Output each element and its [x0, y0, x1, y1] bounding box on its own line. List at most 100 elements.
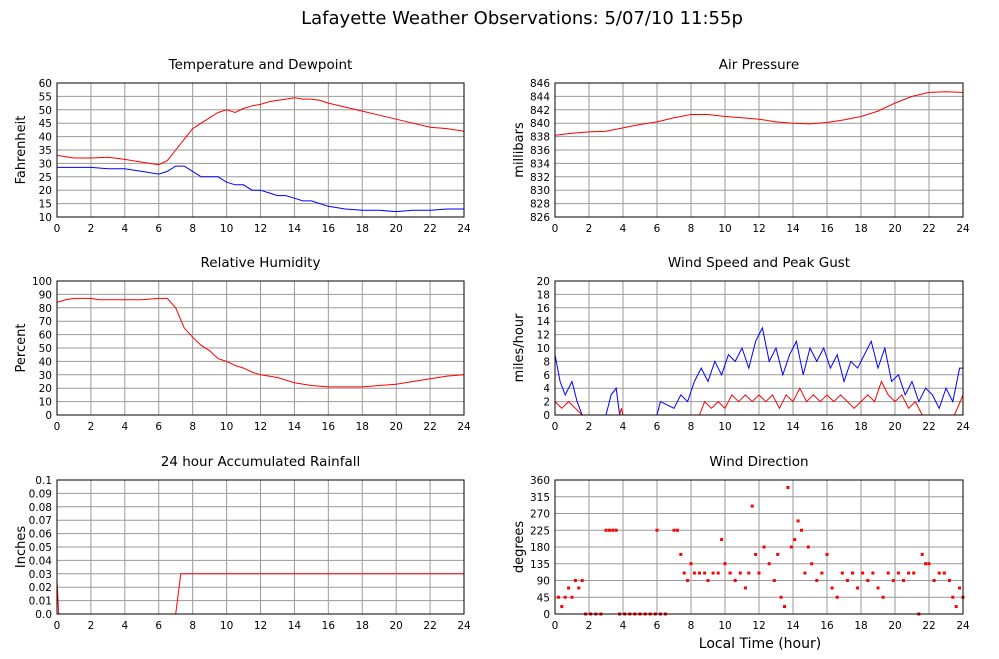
x-tick-label: 8 — [189, 223, 196, 235]
y-tick-label: 20 — [537, 276, 550, 288]
x-tick-label: 2 — [88, 421, 95, 433]
x-tick-label: 10 — [718, 620, 731, 632]
x-tick-label: 14 — [288, 620, 302, 632]
data-point — [698, 571, 701, 575]
x-tick-label: 20 — [888, 421, 901, 433]
y-tick-label: 45 — [537, 592, 550, 604]
y-tick-label: 60 — [39, 330, 52, 342]
data-point — [750, 504, 754, 508]
y-tick-label: 0 — [45, 410, 52, 422]
data-point — [803, 571, 807, 575]
chart-title: Wind Direction — [709, 454, 808, 470]
data-point — [932, 579, 936, 582]
y-tick-label: 20 — [39, 383, 52, 395]
data-point — [679, 552, 683, 556]
y-tick-label: 315 — [530, 492, 550, 504]
y-tick-label: 270 — [530, 509, 550, 521]
y-axis-label: Fahrenheit — [14, 116, 29, 185]
data-point — [703, 571, 707, 575]
data-point — [876, 586, 880, 590]
data-point — [604, 528, 608, 532]
x-tick-label: 18 — [356, 421, 369, 433]
x-tick-label: 12 — [752, 421, 765, 433]
x-tick-label: 16 — [820, 421, 834, 433]
chart-title: Relative Humidity — [201, 255, 321, 271]
x-tick-label: 10 — [220, 620, 233, 632]
y-tick-label: 0.01 — [29, 596, 52, 608]
x-tick-label: 16 — [322, 421, 336, 433]
y-tick-label: 35 — [39, 145, 52, 157]
chart-title: 24 hour Accumulated Rainfall — [161, 454, 360, 470]
y-tick-label: 0.06 — [29, 529, 53, 541]
x-tick-label: 20 — [389, 421, 402, 433]
x-tick-label: 16 — [820, 620, 834, 632]
data-point — [896, 571, 900, 575]
x-tick-label: 20 — [888, 620, 901, 632]
data-point — [567, 586, 571, 590]
x-tick-label: 2 — [586, 223, 593, 235]
chart-title: Temperature and Dewpoint — [168, 57, 353, 73]
y-tick-label: 100 — [32, 276, 52, 288]
x-tick-label: 10 — [220, 421, 233, 433]
data-point — [871, 571, 875, 575]
x-tick-label: 22 — [423, 620, 436, 632]
x-tick-label: 14 — [288, 421, 302, 433]
x-tick-label: 20 — [389, 223, 402, 235]
y-tick-label: 830 — [530, 185, 550, 197]
data-point — [951, 595, 955, 599]
data-point — [692, 571, 696, 575]
y-tick-label: 846 — [530, 78, 550, 90]
data-point — [747, 571, 751, 575]
x-tick-label: 16 — [322, 223, 336, 235]
x-tick-label: 4 — [121, 421, 128, 433]
data-point — [776, 552, 780, 556]
plot-frame — [554, 479, 964, 615]
x-tick-label: 8 — [189, 620, 196, 632]
data-point — [806, 545, 810, 549]
x-tick-label: 8 — [688, 223, 695, 235]
data-point — [556, 595, 560, 599]
plot-frame — [554, 82, 964, 218]
data-point — [789, 545, 793, 549]
x-tick-label: 22 — [922, 421, 935, 433]
data-point — [728, 571, 732, 575]
y-tick-label: 50 — [39, 105, 52, 117]
y-tick-label: 90 — [537, 576, 550, 588]
data-point — [845, 579, 849, 582]
x-tick-label: 22 — [423, 421, 436, 433]
x-tick-label: 18 — [854, 223, 867, 235]
x-tick-label: 12 — [254, 421, 267, 433]
y-tick-label: 10 — [39, 212, 52, 224]
x-tick-label: 0 — [552, 620, 559, 632]
data-point — [733, 579, 737, 582]
y-tick-label: 834 — [530, 158, 550, 170]
data-point — [942, 571, 946, 575]
x-tick-label: 4 — [620, 223, 627, 235]
data-point — [902, 579, 905, 582]
x-tick-label: 20 — [389, 620, 402, 632]
plot-frame — [554, 280, 964, 416]
x-tick-label: 24 — [956, 421, 970, 433]
data-point — [757, 571, 761, 575]
data-point — [607, 528, 611, 532]
y-tick-label: 80 — [39, 303, 52, 315]
x-tick-label: 2 — [88, 223, 95, 235]
x-tick-label: 10 — [220, 223, 233, 235]
y-tick-label: 0.0 — [35, 609, 52, 621]
x-tick-label: 8 — [688, 421, 695, 433]
data-point — [924, 562, 928, 566]
data-point — [720, 538, 724, 542]
data-point — [796, 519, 800, 523]
y-tick-label: 0.03 — [29, 569, 52, 581]
x-tick-label: 16 — [820, 223, 834, 235]
data-point — [743, 586, 747, 590]
data-point — [891, 579, 895, 582]
series-line-0 — [56, 97, 465, 166]
page-title: Lafayette Weather Observations: 5/07/10 … — [301, 8, 743, 29]
